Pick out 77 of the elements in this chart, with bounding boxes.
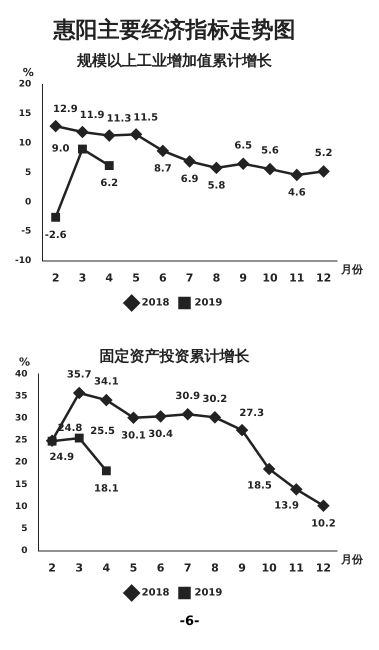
- data-label: 9.0: [52, 144, 70, 155]
- data-label: 8.7: [154, 163, 172, 174]
- y-tick-label: 30: [14, 414, 28, 424]
- x-tick-label: 8: [211, 561, 219, 574]
- chart-title: 固定资产投资累计增长: [100, 346, 250, 365]
- data-label: 4.6: [288, 188, 306, 199]
- x-tick-label: 10: [262, 271, 278, 284]
- y-tick-label: 15: [14, 480, 28, 490]
- text: -6-: [178, 614, 200, 629]
- y-tick-label: 0: [24, 197, 32, 208]
- data-label: 27.3: [239, 408, 264, 420]
- chart-subtitle: 规模以上工业增加值累计增长: [76, 51, 273, 70]
- x-tick-label: 11: [288, 561, 304, 574]
- y-axis-title: %: [22, 66, 34, 79]
- y-tick-label: -5: [21, 226, 32, 237]
- y-tick-label: 35: [14, 391, 28, 402]
- y-tick-label: 10: [14, 502, 28, 512]
- x-tick-label: 2: [48, 561, 56, 574]
- x-tick-label: 5: [132, 271, 140, 284]
- data-label: 5.8: [208, 180, 226, 192]
- x-tick-label: 12: [316, 271, 332, 284]
- data-label: 5.6: [261, 146, 279, 157]
- y-tick-label: 40: [14, 369, 28, 380]
- y-tick-label: 5: [24, 168, 32, 178]
- y-tick-label: 15: [18, 109, 32, 120]
- x-tick-label: 11: [289, 271, 304, 284]
- x-tick-label: 8: [212, 271, 220, 284]
- legend-label: 2019: [194, 588, 222, 599]
- x-tick-label: 3: [75, 561, 84, 574]
- data-label: 6.5: [234, 140, 252, 152]
- legend-label: 2018: [142, 298, 170, 309]
- y-tick-label: 5: [21, 524, 28, 534]
- data-label: -2.6: [44, 230, 67, 241]
- legend-label: 2018: [142, 588, 170, 599]
- x-tick-label: 6: [156, 561, 165, 574]
- data-label: 30.9: [175, 390, 200, 402]
- data-label: 34.1: [94, 376, 119, 388]
- x-tick-label: 7: [184, 561, 192, 574]
- x-tick-label: 5: [130, 561, 138, 574]
- data-label: 11.9: [80, 110, 105, 121]
- x-axis-title: 月份: [340, 263, 364, 276]
- data-label: 18.5: [247, 480, 272, 492]
- data-label: 11.3: [106, 114, 132, 125]
- chart-title: 惠阳主要经济指标走势图: [52, 16, 296, 43]
- y-tick-label: 0: [21, 546, 28, 556]
- data-label: 11.5: [133, 112, 158, 124]
- data-label: 5.2: [314, 148, 332, 160]
- x-tick-label: 9: [238, 561, 246, 574]
- data-label: 10.2: [311, 518, 336, 530]
- data-label: 30.1: [121, 430, 146, 442]
- data-label: 6.2: [100, 178, 118, 190]
- data-label: 30.2: [202, 394, 228, 405]
- data-label: 25.5: [90, 426, 116, 437]
- y-tick-label: 20: [14, 458, 28, 468]
- x-tick-label: 3: [78, 271, 86, 284]
- x-tick-label: 4: [102, 561, 111, 574]
- y-tick-label: -10: [14, 256, 32, 266]
- data-label: 12.9: [53, 104, 78, 116]
- y-tick-label: 20: [18, 80, 32, 90]
- x-tick-label: 12: [316, 561, 332, 574]
- data-label: 30.4: [148, 429, 173, 440]
- data-label: 35.7: [66, 370, 92, 381]
- data-label: 24.9: [49, 452, 74, 463]
- y-axis-title: %: [19, 355, 30, 368]
- x-tick-label: 10: [262, 561, 278, 574]
- legend-label: 2019: [194, 298, 222, 309]
- x-tick-label: 7: [186, 271, 194, 284]
- x-tick-label: 6: [159, 271, 168, 284]
- data-label: 18.1: [94, 483, 119, 494]
- x-tick-label: 2: [52, 271, 60, 284]
- y-tick-label: 10: [18, 138, 32, 149]
- y-tick-label: 25: [14, 436, 28, 446]
- data-label: 13.9: [274, 500, 299, 512]
- x-axis-title: 月份: [340, 553, 364, 566]
- x-tick-label: 9: [239, 271, 248, 284]
- data-label: 6.9: [180, 174, 199, 186]
- x-tick-label: 4: [105, 271, 114, 284]
